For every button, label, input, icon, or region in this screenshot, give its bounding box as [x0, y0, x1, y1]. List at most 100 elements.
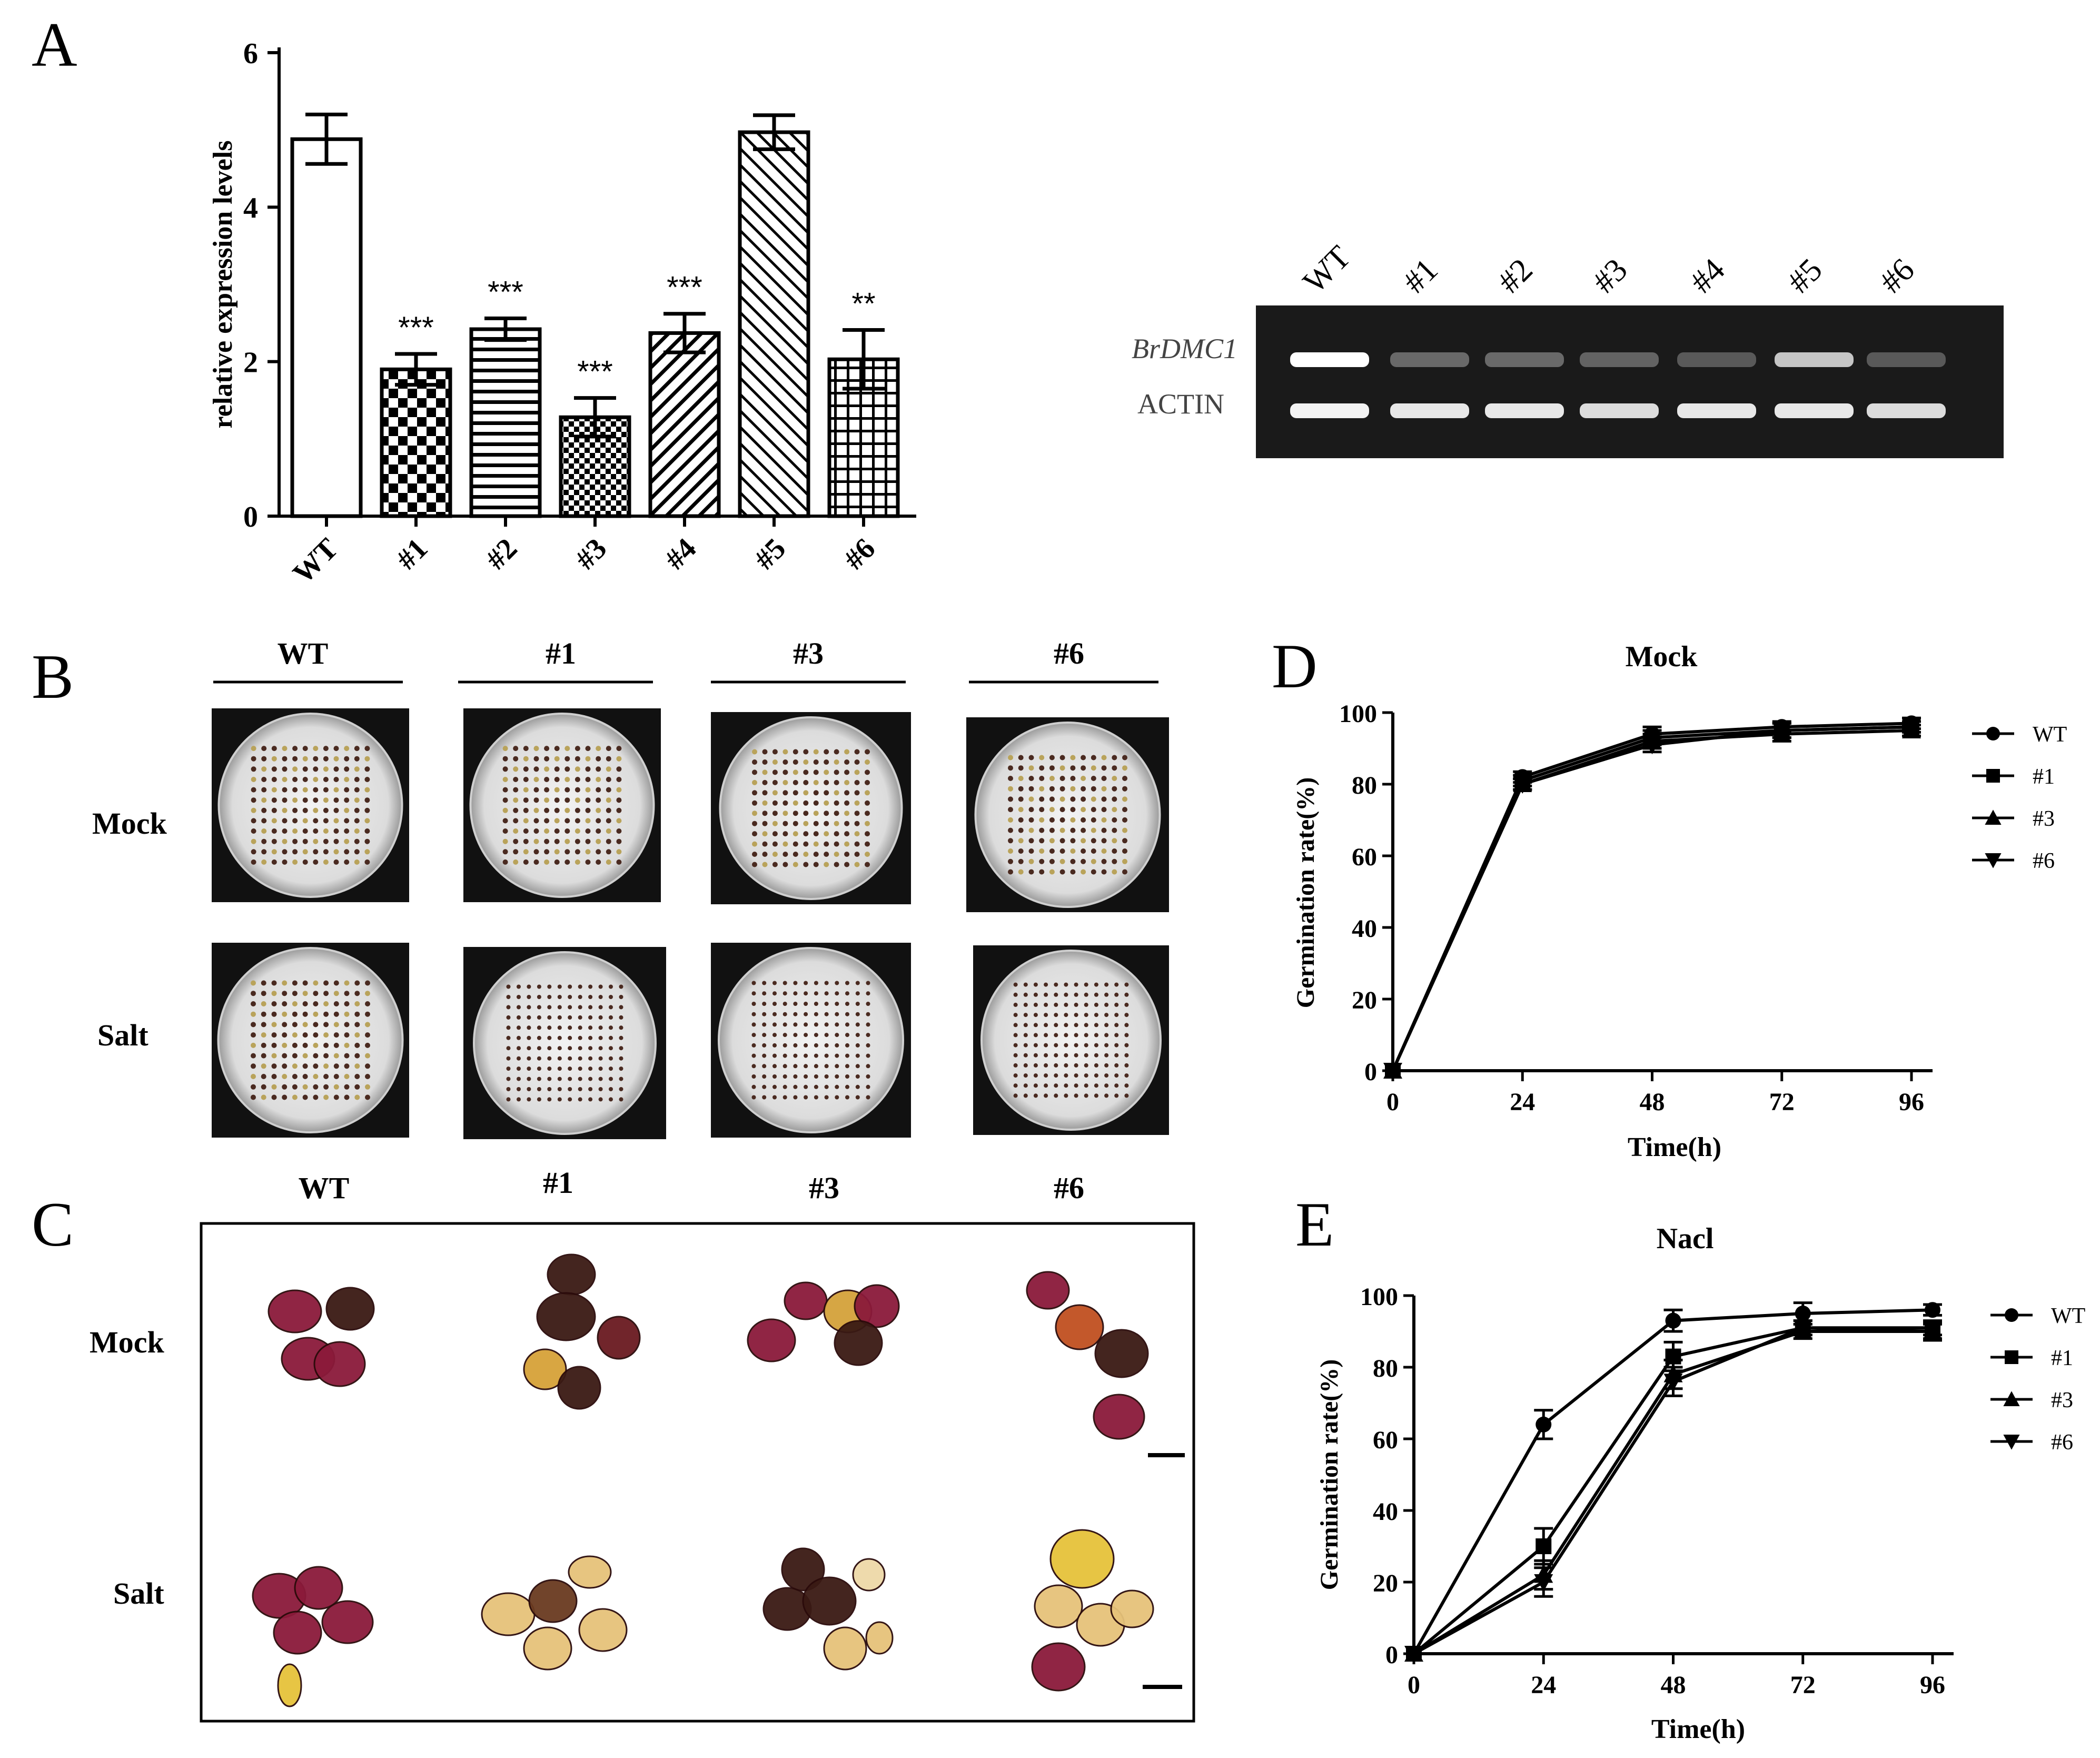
gel-band-actin	[1867, 403, 1946, 418]
line-chart-x-tick-label: 96	[1899, 1088, 1924, 1116]
bar-chart-x-tick-label: #3	[569, 532, 613, 576]
gel-band-actin	[1580, 403, 1659, 418]
nacl-chart-ylabel: Germination rate(%)	[1315, 1359, 1343, 1591]
gel-lane-label: #6	[1873, 252, 1921, 300]
nacl-germination-chart: 0 20 40 60 80 100 0 24 48 72 96 WT #1 #3 #6	[1360, 1283, 2085, 1699]
series-#6	[1383, 719, 1921, 1080]
legend-label: WT	[2051, 1304, 2085, 1328]
gel-band-brdmc1	[1580, 352, 1659, 367]
seed	[273, 1611, 322, 1655]
gel-band-brdmc1	[1775, 352, 1854, 367]
line-chart-x-tick-label: 24	[1510, 1088, 1535, 1116]
seed-col-label-1: #1	[543, 1166, 573, 1200]
seed	[1031, 1642, 1086, 1692]
line-chart-x-tick-label: 48	[1640, 1088, 1665, 1116]
line-chart-y-tick-label: 40	[1373, 1498, 1398, 1526]
legend-marker	[1986, 727, 2000, 740]
bar-#4	[648, 331, 721, 518]
gel-band-label-brdmc1: BrDMC1	[1132, 333, 1237, 364]
line-chart-y-tick-label: 40	[1352, 915, 1377, 943]
bar-significance: **	[851, 287, 875, 321]
bar-chart-y-tick-label: 6	[243, 37, 258, 70]
series-point	[1383, 1063, 1402, 1080]
seed-grid	[502, 746, 622, 865]
line-chart-y-tick-label: 60	[1352, 843, 1377, 871]
gel-band-brdmc1	[1867, 352, 1946, 367]
panel-c-seeds: WT #1 #3 #6 Mock Salt	[90, 1166, 1195, 1723]
gel-lane-labels: WT #1 #2 #3 #4 #5 #6	[1296, 239, 1921, 300]
mock-chart-ylabel: Germination rate(%)	[1292, 777, 1320, 1009]
line-chart-x-tick-label: 0	[1386, 1088, 1399, 1116]
bar-#2	[469, 327, 542, 518]
gel-lane-label: #3	[1586, 252, 1635, 300]
seed-grid	[251, 746, 370, 865]
seed	[268, 1289, 322, 1334]
seed-cluster	[762, 1547, 894, 1671]
legend-marker	[1985, 853, 2002, 868]
plate-col-label-3: #3	[793, 636, 824, 670]
petri-dish	[980, 950, 1162, 1131]
series-#1	[1385, 719, 1921, 1079]
gel-band-label-actin: ACTIN	[1137, 388, 1224, 420]
gel-band-actin	[1390, 403, 1469, 418]
bar-significance: ***	[667, 271, 702, 305]
panel-b-plates: WT #1 #3 #6 Mock Salt	[92, 636, 1169, 1139]
line-chart-y-tick-label: 0	[1364, 1058, 1377, 1086]
line-chart-y-tick-label: 60	[1373, 1426, 1398, 1454]
seed-row-label-mock: Mock	[90, 1325, 164, 1359]
line-chart-x-tick-label: 96	[1920, 1671, 1945, 1699]
gel-background	[1256, 305, 2004, 458]
plate-col-label-1: #1	[546, 636, 576, 670]
seed	[528, 1579, 578, 1623]
gel-band-actin	[1485, 403, 1564, 418]
seed	[1034, 1584, 1083, 1628]
legend-marker	[1985, 809, 2002, 825]
seed-grid	[1013, 982, 1129, 1098]
panel-label-c: C	[32, 1189, 74, 1259]
gel-lane-label: #5	[1781, 252, 1829, 300]
bar-chart-ylabel: relative expression levels	[208, 141, 238, 429]
seed-col-label-3: #3	[809, 1171, 839, 1205]
gel-band-brdmc1	[1290, 352, 1369, 367]
seed	[784, 1281, 828, 1320]
bar-significance: ***	[577, 355, 613, 389]
plate-row-label-mock: Mock	[92, 806, 167, 841]
series-point	[1536, 1538, 1552, 1554]
legend-marker	[1986, 769, 2000, 783]
seed-cluster	[523, 1253, 641, 1410]
petri-dish	[473, 951, 657, 1135]
legend-label: #3	[2051, 1388, 2073, 1413]
seed-grid	[251, 980, 370, 1100]
seed-cluster	[747, 1281, 900, 1366]
line-chart-x-tick-label: 24	[1531, 1671, 1556, 1699]
series-point	[1772, 723, 1791, 740]
bar-chart-x-tick-label: #6	[838, 532, 881, 576]
seed-cluster	[252, 1566, 374, 1707]
panel-label-a: A	[32, 9, 77, 80]
petri-dish	[719, 716, 903, 900]
seed	[523, 1626, 572, 1671]
bar-chart-y-tick-label: 2	[243, 347, 258, 379]
seed-cluster	[268, 1287, 375, 1387]
series-point	[1404, 1646, 1423, 1663]
bar-chart-x-tick-label: #5	[748, 532, 792, 576]
nacl-chart-xlabel: Time(h)	[1651, 1714, 1745, 1744]
seed	[1049, 1529, 1115, 1589]
bar-chart-x-tick-label: WT	[286, 532, 344, 590]
seed-grid	[506, 984, 623, 1102]
bar-significance: ***	[488, 275, 523, 310]
bar-#5	[738, 130, 810, 518]
gel-image: WT #1 #2 #3 #4 #5 #6 BrDMC1 ACTIN	[1132, 239, 2004, 458]
series-point	[1642, 737, 1662, 755]
seed-col-label-wt: WT	[299, 1171, 350, 1205]
seed-grid	[752, 749, 870, 867]
seed	[852, 1558, 886, 1592]
series-point	[1534, 1574, 1553, 1592]
seed	[578, 1608, 628, 1652]
line-chart-y-tick-label: 80	[1373, 1355, 1398, 1382]
seed-cluster	[481, 1555, 628, 1671]
bar-#1	[380, 367, 452, 518]
series-point	[1663, 1374, 1683, 1391]
bar-chart-x-tick-label: #1	[390, 532, 434, 576]
